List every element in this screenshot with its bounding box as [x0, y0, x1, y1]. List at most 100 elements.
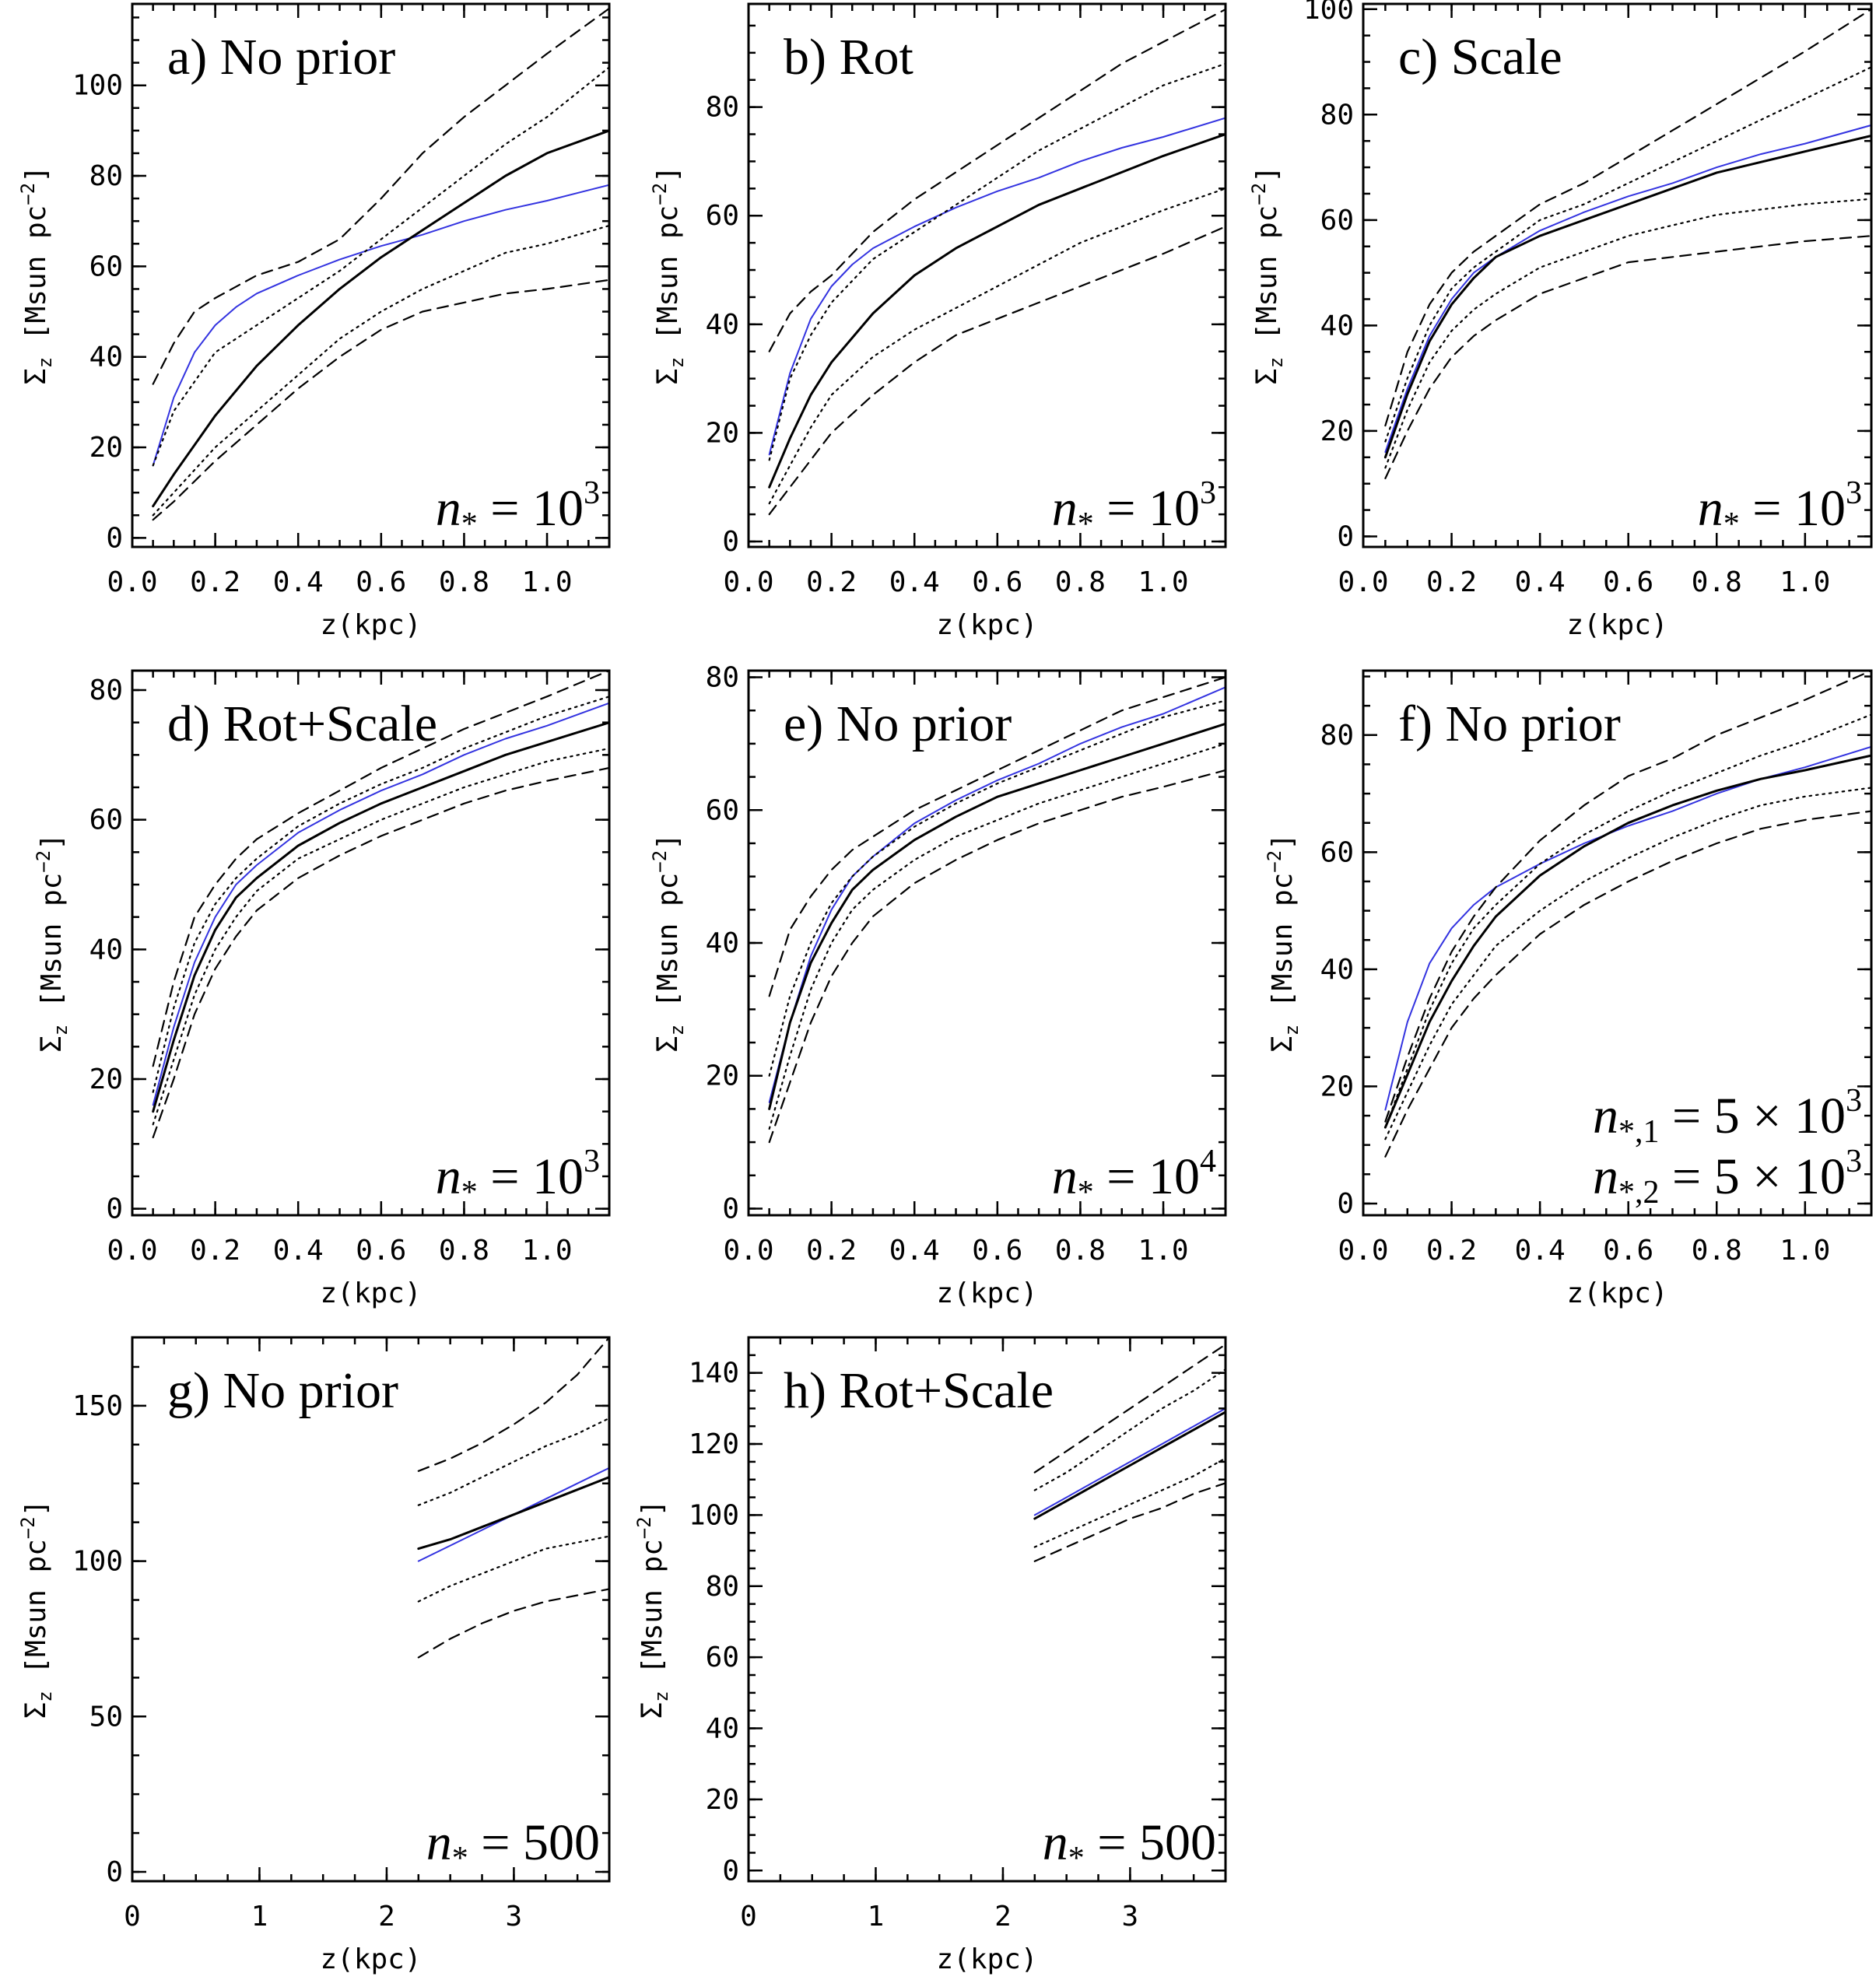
x-tick-label: 0.6	[1603, 1235, 1653, 1267]
y-tick-label: 100	[72, 70, 123, 102]
x-axis-label: z(kpc)	[1566, 1277, 1667, 1309]
series-model	[768, 117, 1226, 456]
y-tick-label: 40	[706, 927, 739, 959]
y-tick-label: 60	[706, 200, 739, 232]
y-axis-label: Σz [Msun pc−2]	[649, 166, 688, 385]
panel-a: 0.0 0.2 0.4 0.6 0.8 1.0 0 20 40 60 80 100 z(kpc) Σz […	[17, 2, 611, 641]
y-tick-label: 100	[1303, 0, 1354, 26]
series-model	[152, 184, 609, 467]
y-tick-label: 60	[89, 251, 123, 282]
panel-d: 0.0 0.2 0.4 0.6 0.8 1.0 0 20 40 60 80 z(kpc) Σz [Msu…	[33, 669, 611, 1309]
x-tick-label: 0.4	[889, 1235, 940, 1267]
y-tick-label: 80	[89, 160, 123, 192]
x-axis-label: z(kpc)	[320, 609, 421, 641]
panel-title: a) No prior	[167, 29, 395, 86]
y-tick-label: 0	[1337, 520, 1354, 552]
x-tick-label: 2	[994, 1901, 1012, 1933]
series-upper_1sigma	[768, 62, 1226, 461]
panel-e: 0.0 0.2 0.4 0.6 0.8 1.0 0 20 40 60 80 z(kpc) Σz [Msu…	[649, 662, 1227, 1309]
series-lower_2sigma	[1384, 235, 1871, 480]
y-tick-label: 120	[689, 1428, 739, 1460]
x-axis-label: z(kpc)	[320, 1277, 421, 1309]
y-tick-label: 0	[722, 1193, 739, 1225]
series-lower_2sigma	[1384, 810, 1871, 1158]
y-tick-label: 80	[706, 1571, 739, 1603]
x-tick-label: 0.4	[889, 566, 940, 598]
series-upper_2sigma	[1033, 1343, 1226, 1474]
panel-title: b) Rot	[784, 29, 913, 86]
series-lower_1sigma	[768, 742, 1226, 1130]
x-tick-label: 0.4	[273, 1235, 324, 1267]
series-model	[1384, 124, 1871, 453]
x-tick-label: 1.0	[1138, 566, 1189, 598]
y-tick-label: 20	[89, 432, 123, 464]
plot-frame	[1362, 669, 1873, 1217]
series-upper_2sigma	[152, 671, 609, 1067]
series-upper_1sigma	[152, 696, 609, 1093]
series-upper_1sigma	[1384, 713, 1871, 1129]
series-lower_2sigma	[417, 1588, 609, 1659]
series-lower_1sigma	[1384, 198, 1871, 469]
annotation-n-star: n* = 500	[426, 1814, 600, 1877]
y-tick-label: 0	[722, 1855, 739, 1887]
x-tick-label: 0.4	[1515, 1235, 1566, 1267]
series-median	[152, 721, 609, 1113]
x-tick-label: 0.6	[1603, 566, 1653, 598]
x-tick-label: 0.8	[439, 566, 489, 598]
x-tick-label: 0.6	[972, 566, 1022, 598]
x-tick-label: 0.2	[1426, 1235, 1477, 1267]
annotation-n-star: n* = 103	[436, 475, 600, 542]
x-tick-label: 0.8	[1055, 1235, 1106, 1267]
x-tick-label: 0.2	[190, 1235, 240, 1267]
x-tick-label: 1	[251, 1901, 268, 1933]
y-tick-label: 40	[89, 934, 123, 965]
x-tick-label: 0.0	[107, 566, 157, 598]
series-lower_2sigma	[768, 226, 1226, 516]
y-tick-label: 20	[1320, 1071, 1354, 1102]
x-tick-label: 1	[868, 1901, 885, 1933]
y-tick-label: 100	[72, 1546, 123, 1578]
panel-title: f) No prior	[1398, 696, 1621, 752]
y-tick-label: 40	[1320, 954, 1354, 986]
y-tick-label: 80	[706, 662, 739, 694]
plot-frame	[131, 669, 611, 1217]
series-lower_1sigma	[1384, 787, 1871, 1141]
series-median	[152, 129, 609, 508]
plot-frame	[131, 1336, 611, 1883]
x-tick-label: 0.8	[1055, 566, 1106, 598]
x-tick-label: 0.0	[1338, 566, 1388, 598]
series-model	[152, 702, 609, 1106]
x-tick-label: 1.0	[1780, 566, 1830, 598]
annotation-n-star: n* = 500	[1043, 1814, 1216, 1877]
y-tick-label: 60	[1320, 205, 1354, 237]
panel-h: 0 1 2 3 0 20 40 60 80 100 120 140 z(kpc) Σz [Msun pc−…	[633, 1336, 1227, 1975]
x-axis-label: z(kpc)	[1566, 609, 1667, 641]
x-tick-label: 0.8	[439, 1235, 489, 1267]
x-tick-label: 0.0	[723, 1235, 773, 1267]
series-model	[768, 686, 1226, 1103]
series-median	[1383, 754, 1871, 1129]
series-lower_2sigma	[152, 766, 609, 1139]
panel-title: c) Scale	[1398, 29, 1562, 86]
x-tick-label: 0.8	[1692, 1235, 1742, 1267]
y-tick-label: 40	[89, 342, 123, 373]
x-tick-label: 0.0	[723, 566, 773, 598]
series-median	[1383, 134, 1871, 459]
panel-title: h) Rot+Scale	[784, 1362, 1054, 1419]
annotation-n-star: n*,2 = 5 × 103	[1593, 1144, 1862, 1211]
series-lower_2sigma	[768, 769, 1226, 1144]
y-axis-label: Σz [Msun pc−2]	[17, 166, 56, 385]
series-median	[417, 1476, 609, 1551]
y-tick-label: 0	[106, 1193, 123, 1225]
y-tick-label: 20	[706, 417, 739, 449]
x-tick-label: 2	[378, 1901, 395, 1933]
panel-title: g) No prior	[167, 1362, 398, 1419]
panel-title: e) No prior	[784, 696, 1012, 752]
y-tick-label: 0	[106, 522, 123, 554]
series-upper_2sigma	[768, 8, 1226, 352]
plot-frame	[747, 2, 1227, 548]
series-lower_1sigma	[152, 224, 609, 517]
y-axis-label: Σz [Msun pc−2]	[649, 833, 688, 1053]
x-tick-label: 0.2	[806, 566, 857, 598]
